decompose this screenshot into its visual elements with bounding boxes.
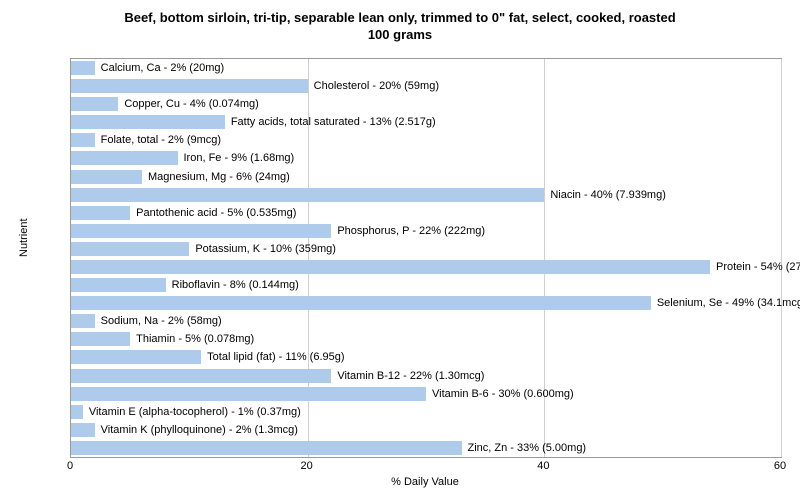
chart-title: Beef, bottom sirloin, tri-tip, separable… bbox=[0, 0, 800, 44]
bar-row: Pantothenic acid - 5% (0.535mg) bbox=[71, 204, 781, 222]
bar-row: Fatty acids, total saturated - 13% (2.51… bbox=[71, 113, 781, 131]
nutrient-label: Niacin - 40% (7.939mg) bbox=[550, 188, 666, 202]
bar-row: Copper, Cu - 4% (0.074mg) bbox=[71, 95, 781, 113]
x-tick: 40 bbox=[537, 460, 549, 472]
bar-row: Sodium, Na - 2% (58mg) bbox=[71, 312, 781, 330]
nutrient-label: Thiamin - 5% (0.078mg) bbox=[136, 332, 254, 346]
nutrient-bar bbox=[71, 97, 118, 111]
x-tick: 0 bbox=[67, 460, 73, 472]
nutrient-label: Cholesterol - 20% (59mg) bbox=[314, 79, 439, 93]
bar-row: Calcium, Ca - 2% (20mg) bbox=[71, 59, 781, 77]
nutrient-bar bbox=[71, 314, 95, 328]
bar-row: Thiamin - 5% (0.078mg) bbox=[71, 330, 781, 348]
nutrient-bar bbox=[71, 278, 166, 292]
bar-row: Zinc, Zn - 33% (5.00mg) bbox=[71, 439, 781, 457]
nutrient-label: Zinc, Zn - 33% (5.00mg) bbox=[468, 441, 587, 455]
nutrient-bar bbox=[71, 242, 189, 256]
nutrient-label: Fatty acids, total saturated - 13% (2.51… bbox=[231, 115, 436, 129]
nutrient-bar bbox=[71, 405, 83, 419]
nutrient-bar bbox=[71, 115, 225, 129]
nutrient-label: Protein - 54% (27.17g) bbox=[716, 260, 800, 274]
x-tick: 20 bbox=[301, 460, 313, 472]
nutrient-bar bbox=[71, 332, 130, 346]
bar-row: Total lipid (fat) - 11% (6.95g) bbox=[71, 348, 781, 366]
nutrient-label: Vitamin K (phylloquinone) - 2% (1.3mcg) bbox=[101, 423, 298, 437]
nutrient-label: Iron, Fe - 9% (1.68mg) bbox=[184, 151, 295, 165]
bar-row: Magnesium, Mg - 6% (24mg) bbox=[71, 168, 781, 186]
title-line-1: Beef, bottom sirloin, tri-tip, separable… bbox=[124, 10, 675, 25]
nutrient-label: Pantothenic acid - 5% (0.535mg) bbox=[136, 206, 296, 220]
nutrient-bar bbox=[71, 369, 331, 383]
bar-row: Iron, Fe - 9% (1.68mg) bbox=[71, 149, 781, 167]
nutrient-chart: Beef, bottom sirloin, tri-tip, separable… bbox=[0, 0, 800, 500]
nutrient-bar bbox=[71, 188, 544, 202]
nutrient-label: Riboflavin - 8% (0.144mg) bbox=[172, 278, 299, 292]
nutrient-bar bbox=[71, 206, 130, 220]
bar-row: Niacin - 40% (7.939mg) bbox=[71, 186, 781, 204]
nutrient-label: Calcium, Ca - 2% (20mg) bbox=[101, 61, 224, 75]
nutrient-bar bbox=[71, 350, 201, 364]
nutrient-bar bbox=[71, 441, 462, 455]
nutrient-bar bbox=[71, 260, 710, 274]
nutrient-bar bbox=[71, 61, 95, 75]
nutrient-label: Folate, total - 2% (9mcg) bbox=[101, 133, 221, 147]
gridline bbox=[781, 59, 782, 457]
y-axis-label: Nutrient bbox=[18, 218, 30, 257]
nutrient-bar bbox=[71, 296, 651, 310]
bar-row: Vitamin B-6 - 30% (0.600mg) bbox=[71, 385, 781, 403]
nutrient-bar bbox=[71, 387, 426, 401]
bar-row: Cholesterol - 20% (59mg) bbox=[71, 77, 781, 95]
nutrient-label: Phosphorus, P - 22% (222mg) bbox=[337, 224, 485, 238]
nutrient-label: Copper, Cu - 4% (0.074mg) bbox=[124, 97, 259, 111]
bar-row: Vitamin B-12 - 22% (1.30mcg) bbox=[71, 367, 781, 385]
x-axis-label: % Daily Value bbox=[70, 476, 780, 488]
nutrient-label: Total lipid (fat) - 11% (6.95g) bbox=[207, 350, 344, 364]
bar-row: Selenium, Se - 49% (34.1mcg) bbox=[71, 294, 781, 312]
nutrient-bar bbox=[71, 79, 308, 93]
bar-row: Vitamin K (phylloquinone) - 2% (1.3mcg) bbox=[71, 421, 781, 439]
nutrient-bar bbox=[71, 170, 142, 184]
bar-row: Riboflavin - 8% (0.144mg) bbox=[71, 276, 781, 294]
nutrient-label: Potassium, K - 10% (359mg) bbox=[195, 242, 336, 256]
bar-row: Phosphorus, P - 22% (222mg) bbox=[71, 222, 781, 240]
nutrient-bar bbox=[71, 151, 178, 165]
bar-row: Potassium, K - 10% (359mg) bbox=[71, 240, 781, 258]
x-tick: 60 bbox=[774, 460, 786, 472]
bar-row: Protein - 54% (27.17g) bbox=[71, 258, 781, 276]
nutrient-bar bbox=[71, 224, 331, 238]
plot-area: Calcium, Ca - 2% (20mg) Cholesterol - 20%… bbox=[70, 58, 782, 458]
nutrient-label: Selenium, Se - 49% (34.1mcg) bbox=[657, 296, 800, 310]
nutrient-label: Vitamin B-12 - 22% (1.30mcg) bbox=[337, 369, 484, 383]
bar-row: Folate, total - 2% (9mcg) bbox=[71, 131, 781, 149]
nutrient-label: Magnesium, Mg - 6% (24mg) bbox=[148, 170, 290, 184]
title-line-2: 100 grams bbox=[368, 27, 432, 42]
nutrient-label: Vitamin E (alpha-tocopherol) - 1% (0.37m… bbox=[89, 405, 301, 419]
nutrient-bar bbox=[71, 133, 95, 147]
nutrient-bar bbox=[71, 423, 95, 437]
bar-row: Vitamin E (alpha-tocopherol) - 1% (0.37m… bbox=[71, 403, 781, 421]
nutrient-label: Sodium, Na - 2% (58mg) bbox=[101, 314, 222, 328]
nutrient-label: Vitamin B-6 - 30% (0.600mg) bbox=[432, 387, 574, 401]
